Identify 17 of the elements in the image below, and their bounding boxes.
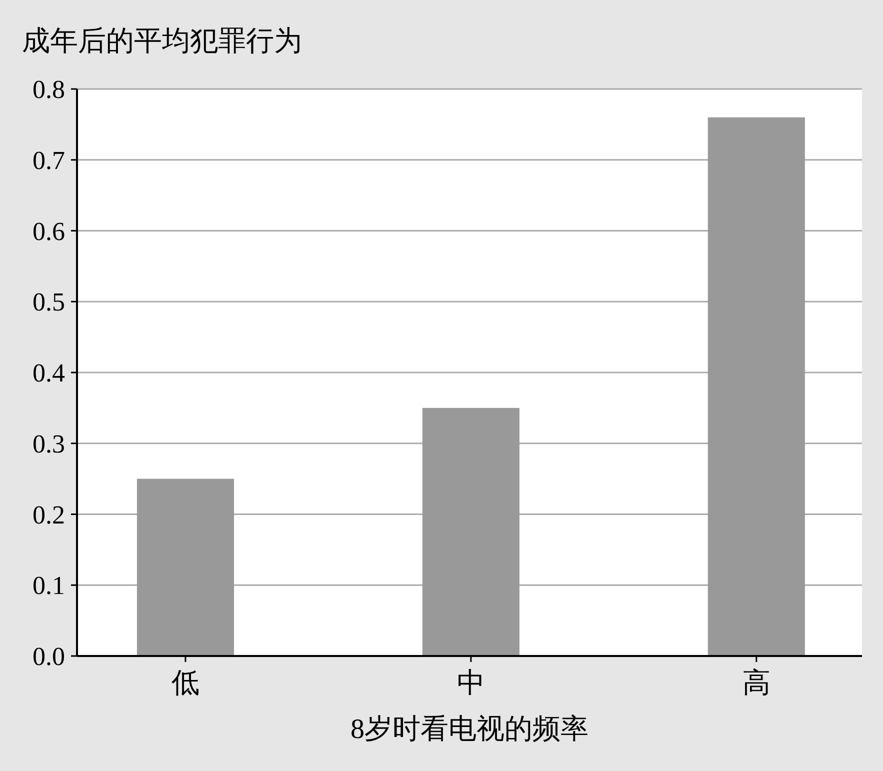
x-tick-label: 中: [456, 668, 485, 699]
bar: [422, 408, 520, 656]
x-tick-label: 高: [742, 668, 770, 699]
bar: [708, 117, 805, 656]
y-tick-label: 0.6: [32, 216, 65, 246]
bar: [136, 478, 234, 656]
y-tick-label: 0.8: [32, 75, 65, 104]
x-tick-label: 低: [171, 668, 200, 699]
y-tick-label: 0.4: [32, 358, 65, 388]
y-tick-label: 0.7: [32, 146, 65, 175]
y-tick-label: 0.3: [32, 429, 65, 458]
x-axis-title: 8岁时看电视的频率: [350, 714, 588, 745]
y-tick-label: 0.1: [32, 571, 65, 600]
y-axis-title: 成年后的平均犯罪行为: [22, 26, 302, 57]
y-tick-label: 0.0: [32, 642, 65, 671]
y-tick-label: 0.5: [32, 288, 65, 317]
y-tick-label: 0.2: [32, 500, 65, 530]
